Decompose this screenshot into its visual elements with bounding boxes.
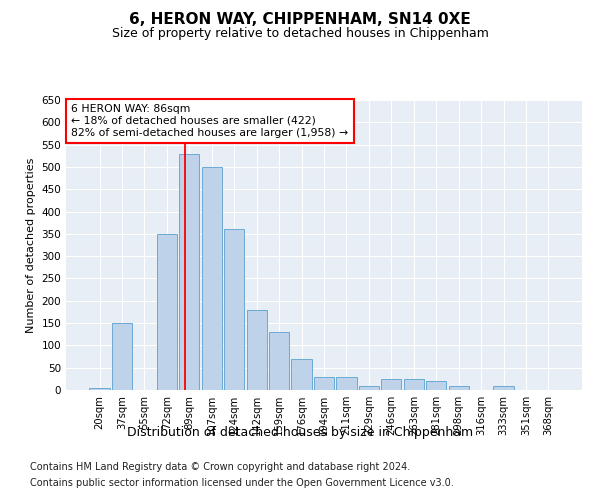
Text: Contains HM Land Registry data © Crown copyright and database right 2024.: Contains HM Land Registry data © Crown c… — [30, 462, 410, 472]
Bar — [202, 167, 222, 390]
Bar — [89, 388, 110, 390]
Bar — [269, 332, 289, 390]
Bar — [337, 376, 356, 390]
Y-axis label: Number of detached properties: Number of detached properties — [26, 158, 36, 332]
Text: 6, HERON WAY, CHIPPENHAM, SN14 0XE: 6, HERON WAY, CHIPPENHAM, SN14 0XE — [129, 12, 471, 28]
Bar — [112, 323, 132, 390]
Bar — [359, 386, 379, 390]
Bar — [314, 376, 334, 390]
Bar — [381, 379, 401, 390]
Bar — [404, 379, 424, 390]
Bar — [179, 154, 199, 390]
Bar — [224, 230, 244, 390]
Text: 6 HERON WAY: 86sqm
← 18% of detached houses are smaller (422)
82% of semi-detach: 6 HERON WAY: 86sqm ← 18% of detached hou… — [71, 104, 348, 138]
Bar — [292, 359, 311, 390]
Bar — [449, 386, 469, 390]
Text: Size of property relative to detached houses in Chippenham: Size of property relative to detached ho… — [112, 28, 488, 40]
Bar — [426, 381, 446, 390]
Text: Contains public sector information licensed under the Open Government Licence v3: Contains public sector information licen… — [30, 478, 454, 488]
Text: Distribution of detached houses by size in Chippenham: Distribution of detached houses by size … — [127, 426, 473, 439]
Bar — [493, 386, 514, 390]
Bar — [247, 310, 267, 390]
Bar — [157, 234, 177, 390]
